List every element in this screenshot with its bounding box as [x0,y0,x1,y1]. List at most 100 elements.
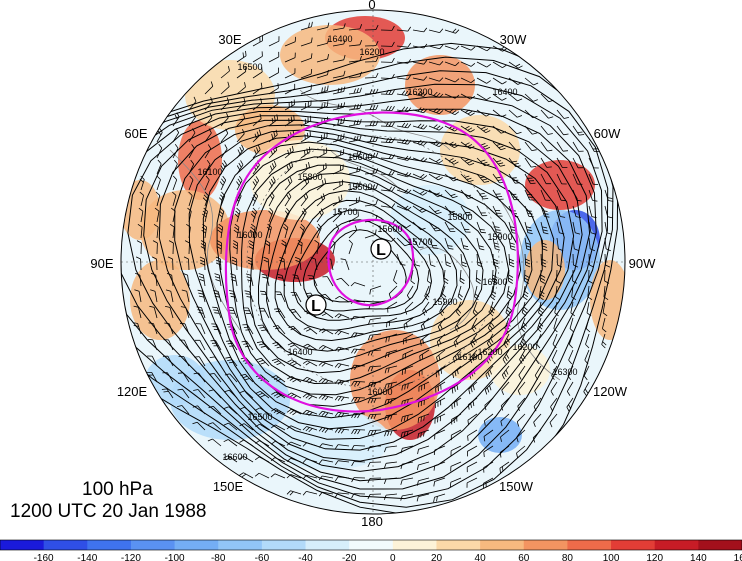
wind-barb [602,317,606,329]
wind-barb [572,173,578,185]
wind-barb-flag [308,379,313,384]
wind-barb-flag [270,424,276,429]
wind-barb-flag [351,413,355,418]
colorbar-tick-label: 80 [562,553,574,561]
wind-barb-flag [257,392,263,396]
colorbar-tick-label: 20 [431,553,443,561]
wind-barb-flag [239,406,245,410]
wind-barb-flag [133,305,139,308]
wind-barb-flag [385,352,387,358]
wind-barb-flag [540,280,546,284]
wind-barb-flag [484,389,488,395]
wind-barb [556,109,565,119]
wind-barb-flag [443,277,449,282]
wind-barb-flag [272,176,276,182]
wind-barb-flag [407,75,412,80]
wind-barb [316,105,328,111]
wind-barb-flag [247,262,253,266]
wind-barb-flag [261,329,267,331]
wind-barb-flag [175,128,180,133]
wind-barb [268,180,276,191]
wind-barb [291,375,302,383]
wind-barb [380,125,393,127]
wind-barb [290,441,302,447]
wind-barb [201,307,206,319]
wind-barb-flag [427,280,432,285]
wind-barb [228,406,238,415]
wind-barb [323,311,334,319]
wind-barb-flag [299,226,304,231]
wind-barb-flag [274,116,276,122]
wind-barb-flag [385,89,389,95]
wind-barb-flag [416,480,419,486]
contour-value-label: 16200 [512,342,537,352]
wind-barb [476,221,482,233]
wind-barb-flag [202,197,207,202]
wind-barb-flag [557,264,563,268]
wind-barb-flag [186,223,191,228]
wind-barb [154,291,158,303]
wind-barb [587,285,590,297]
wind-barb-flag [486,343,491,348]
wind-barb [283,258,286,271]
wind-barb-flag [484,405,487,411]
wind-barb [519,349,526,360]
wind-barb [203,275,206,287]
wind-barb [402,381,414,386]
wind-barb [556,269,558,282]
wind-barb-flag [466,177,472,181]
wind-barb-flag [260,362,266,365]
wind-barb-flag [605,248,611,252]
wind-barb-flag [219,197,223,202]
wind-barb-flag [215,259,221,263]
wind-barb-flag [404,139,409,144]
wind-barb-flag [435,229,441,232]
wind-barb-flag [384,384,387,390]
wind-barb-flag [388,186,393,192]
wind-barb-flag [404,90,409,96]
wind-barb [236,71,247,79]
wind-barb [246,324,254,335]
wind-barb [198,356,206,367]
wind-barb [140,227,143,239]
wind-barb-flag [451,403,453,409]
wind-barb [204,179,210,191]
wind-barb-flag [234,223,240,228]
wind-barb-flag [273,376,279,380]
wind-barb-flag [275,129,278,135]
wind-barb-flag [303,343,308,347]
wind-barb-flag [404,106,409,112]
wind-barb [276,358,286,367]
wind-barb-flag [283,226,288,231]
wind-barb [524,141,533,151]
wind-barb-flag [173,159,178,165]
colorbar-swatch [523,540,568,550]
wind-barb [316,227,322,239]
wind-barb-flag [372,184,376,190]
wind-barb-flag [340,396,345,402]
wind-barb-flag [273,131,276,137]
wind-barb-flag [403,431,406,437]
wind-barb [556,221,560,233]
wind-barb-flag [292,411,297,416]
wind-barb-flag [522,354,526,359]
wind-barb-flag [384,447,387,453]
wind-barb [524,269,526,282]
wind-barb-flag [293,115,295,121]
wind-barb [212,438,222,447]
wind-barb-flag [359,39,363,45]
wind-barb-flag [302,474,307,480]
wind-barb [428,93,440,98]
wind-barb-flag [261,273,267,276]
wind-barb-flag [248,243,254,247]
wind-barb-flag [199,256,205,260]
wind-barb-flag [367,398,371,404]
wind-barb [476,189,484,200]
wind-barb [428,173,439,181]
wind-barb-flag [305,361,311,366]
wind-barb-flag [309,146,311,152]
wind-barb-flag [220,165,224,170]
wind-barb-flag [475,280,481,284]
wind-barb-flag [191,144,195,149]
wind-barb [476,93,487,101]
